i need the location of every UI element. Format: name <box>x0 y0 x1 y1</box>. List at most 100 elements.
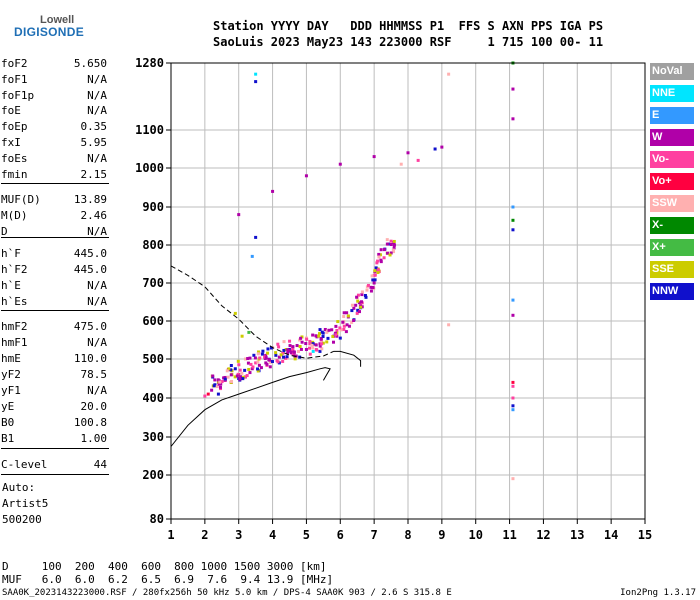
fitted-trace-solid <box>333 350 362 367</box>
echo-cluster-point <box>215 385 219 389</box>
param-name: M(D) <box>1 209 28 222</box>
param-name: hmF1 <box>1 336 28 349</box>
param-row-muf-d-: MUF(D) 13.89 <box>1 193 107 207</box>
x-tick-label: 2 <box>201 528 208 542</box>
echo-cluster-point <box>360 290 364 294</box>
echo-point-vo <box>335 329 339 332</box>
echo-point-sse <box>240 334 244 338</box>
x-tick-label: 8 <box>404 528 411 542</box>
x-tick-label: 3 <box>235 528 242 542</box>
echo-point-w <box>440 145 444 149</box>
param-name: foEs <box>1 152 28 165</box>
echo-cluster-point <box>213 378 217 382</box>
echo-cluster-point <box>281 359 285 363</box>
echo-cluster-point <box>356 299 360 303</box>
echo-point-ssw <box>447 323 451 327</box>
digisonde-logo-text: DIGISONDE <box>14 25 85 39</box>
echo-cluster-point <box>379 248 383 252</box>
echo-cluster-point <box>359 305 363 309</box>
echo-cluster-point <box>391 248 395 252</box>
echo-cluster-point <box>339 328 343 332</box>
echo-point-ssw <box>243 357 247 361</box>
echo-cluster-point <box>286 349 290 353</box>
x-tick-label: 10 <box>468 528 482 542</box>
echo-cluster-point <box>276 360 280 364</box>
echo-cluster-point <box>264 353 268 357</box>
echo-cluster-point <box>311 342 315 346</box>
distance-row: D 100 200 400 600 800 1000 1500 3000 [km… <box>2 560 327 573</box>
echo-point-vo <box>389 239 393 243</box>
param-row-fof1p: foF1p N/A <box>1 89 107 103</box>
echo-cluster-point <box>363 294 367 298</box>
echo-cluster-point <box>211 374 215 378</box>
echo-point-vo <box>308 342 312 346</box>
echo-point-w <box>511 117 515 121</box>
param-name: h`E <box>1 279 21 292</box>
legend-item-x: X+ <box>650 239 694 256</box>
legend-item-x: X- <box>650 217 694 234</box>
echo-cluster-point <box>276 342 280 346</box>
echo-cluster-point <box>264 356 268 360</box>
echo-cluster-point <box>225 369 229 373</box>
echo-cluster-point <box>376 259 380 263</box>
echo-cluster-point <box>342 314 346 318</box>
y-tick-label: 900 <box>142 200 164 214</box>
echo-cluster-point <box>336 320 340 324</box>
param-name: yF2 <box>1 368 21 381</box>
echo-cluster-point <box>373 269 377 273</box>
echo-cluster-point <box>347 324 351 328</box>
echo-cluster-point <box>220 380 224 384</box>
echo-cluster-point <box>342 311 346 315</box>
echo-point-w <box>304 348 308 351</box>
echo-point-w <box>271 189 275 193</box>
y-tick-label: 1280 <box>135 56 164 70</box>
footer-info: SAA0K_2023143223000.RSF / 280fx256h 50 k… <box>2 588 698 598</box>
echo-cluster-point <box>257 363 261 367</box>
param-value: 0.35 <box>80 120 108 133</box>
echo-point-x <box>511 218 515 222</box>
echo-cluster-point <box>344 330 348 334</box>
auto-code: 500200 <box>2 513 42 526</box>
echo-cluster-point <box>366 283 370 287</box>
echo-cluster-point <box>360 293 364 297</box>
param-name: yF1 <box>1 384 21 397</box>
echo-point-nne <box>254 72 258 76</box>
echo-cluster-point <box>327 328 331 332</box>
x-tick-label: 5 <box>303 528 310 542</box>
echo-cluster-point <box>334 333 338 337</box>
echo-point-w <box>345 323 349 327</box>
param-row-hme: hmE 110.0 <box>1 352 107 366</box>
echo-cluster-point <box>338 326 342 330</box>
echo-cluster-point <box>238 377 242 381</box>
echo-cluster-point <box>379 260 383 264</box>
echo-point-x <box>247 330 251 334</box>
echo-cluster-point <box>240 371 244 375</box>
echo-cluster-point <box>266 351 270 355</box>
echo-cluster-point <box>311 346 315 350</box>
echo-cluster-point <box>270 360 274 364</box>
x-tick-label: 9 <box>438 528 445 542</box>
echo-point-w <box>511 313 515 317</box>
echo-cluster-point <box>377 255 381 259</box>
y-tick-label: 800 <box>142 238 164 252</box>
legend-item-sse: SSE <box>650 261 694 278</box>
echo-cluster-point <box>319 337 323 341</box>
echo-point-vo <box>355 311 359 315</box>
echo-cluster-point <box>282 348 286 352</box>
param-value: N/A <box>87 104 107 117</box>
echo-cluster-point <box>288 339 292 343</box>
param-value: 2.15 <box>80 168 108 181</box>
echo-cluster-point <box>212 384 216 388</box>
param-value: N/A <box>87 384 107 397</box>
echo-point-vo <box>511 380 515 384</box>
param-value: N/A <box>87 279 107 292</box>
param-row-h-f2: h`F2 445.0 <box>1 263 107 277</box>
echo-point-w <box>372 281 376 285</box>
echo-cluster-point <box>323 327 327 331</box>
echo-cluster-point <box>376 271 380 275</box>
param-value: 100.8 <box>73 416 107 429</box>
param-value: 13.89 <box>73 193 107 206</box>
echo-cluster-point <box>260 352 264 356</box>
echo-cluster-point <box>298 345 302 349</box>
echo-point-nnw <box>254 80 258 84</box>
